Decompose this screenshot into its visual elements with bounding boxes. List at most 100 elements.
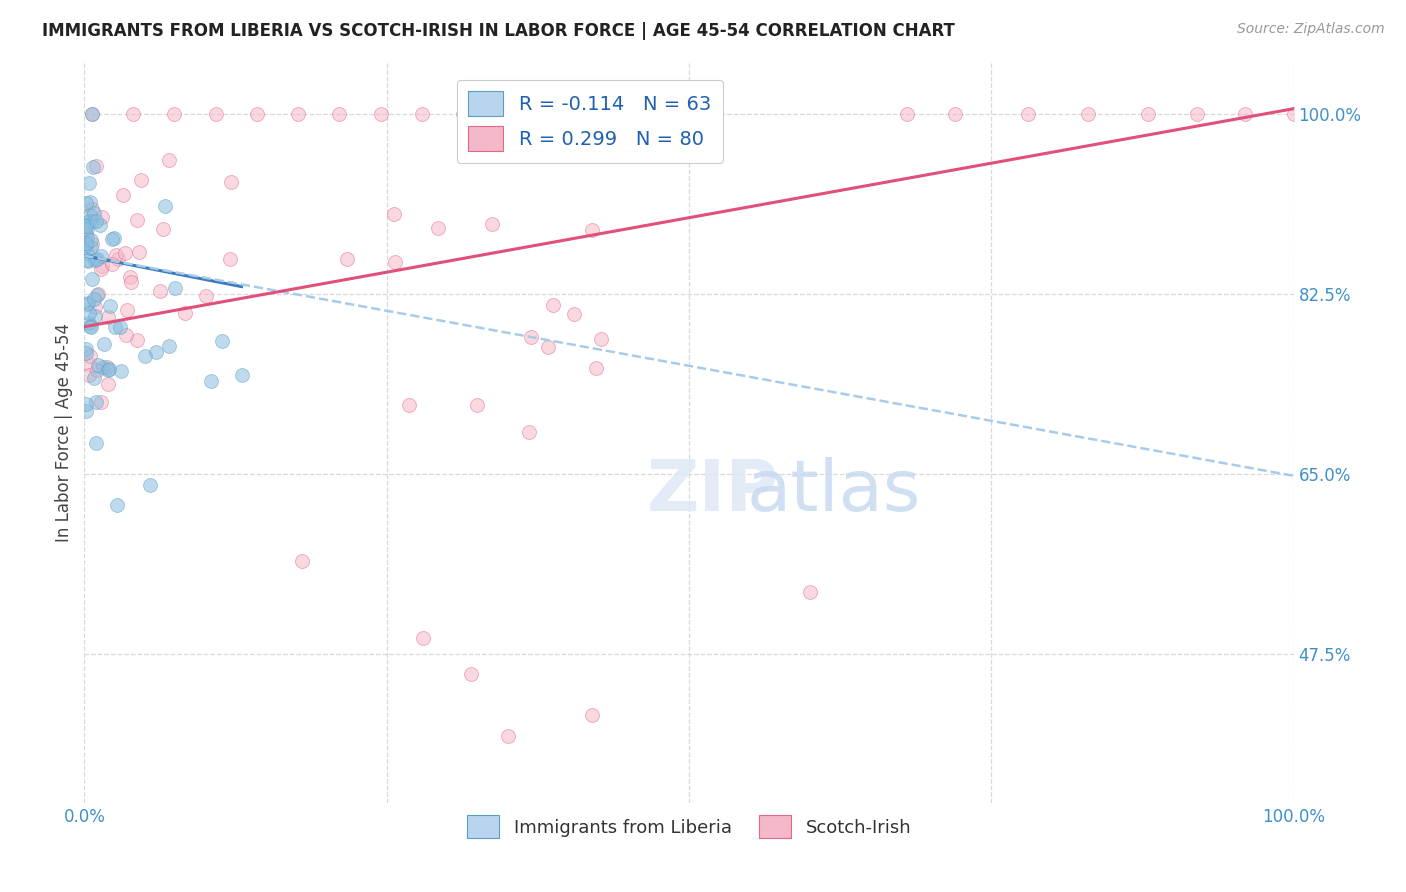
Point — [110, 364, 132, 378]
Point — [90, 261, 112, 276]
Point — [79, 208, 101, 222]
Point — [496, 729, 519, 743]
Point — [173, 306, 195, 320]
Point — [219, 252, 242, 266]
Point — [219, 175, 242, 189]
Point — [108, 320, 131, 334]
Point — [107, 252, 129, 266]
Point — [80, 320, 103, 334]
Point — [91, 359, 114, 374]
Point — [120, 270, 142, 285]
Point — [98, 299, 121, 313]
Point — [384, 255, 406, 269]
Point — [139, 478, 162, 492]
Point — [75, 346, 97, 360]
Point — [157, 339, 180, 353]
Point — [412, 632, 434, 646]
Point — [101, 232, 124, 246]
Point — [896, 107, 918, 121]
Point — [75, 404, 97, 418]
Point — [97, 361, 120, 376]
Point — [104, 320, 127, 334]
Point — [163, 107, 186, 121]
Point — [93, 336, 115, 351]
Point — [89, 394, 111, 409]
Point — [77, 296, 100, 310]
Point — [481, 217, 503, 231]
Point — [494, 107, 516, 121]
Point — [75, 238, 97, 252]
Point — [328, 107, 350, 121]
Point — [134, 349, 156, 363]
Point — [101, 257, 124, 271]
Point — [90, 249, 112, 263]
Point — [80, 107, 103, 121]
Point — [246, 107, 269, 121]
Text: ZIP: ZIP — [647, 458, 779, 526]
Point — [1077, 107, 1099, 121]
Point — [117, 303, 139, 318]
Point — [519, 329, 541, 343]
Point — [97, 363, 120, 377]
Point — [75, 219, 97, 233]
Point — [382, 206, 405, 220]
Point — [77, 357, 100, 371]
Point — [77, 306, 100, 320]
Point — [562, 307, 585, 321]
Point — [76, 230, 98, 244]
Point — [87, 286, 110, 301]
Point — [617, 107, 640, 121]
Point — [82, 214, 104, 228]
Point — [120, 275, 142, 289]
Point — [585, 361, 607, 376]
Point — [79, 177, 101, 191]
Point — [127, 333, 149, 347]
Point — [576, 107, 599, 121]
Point — [75, 218, 97, 232]
Point — [149, 284, 172, 298]
Point — [287, 107, 309, 121]
Point — [83, 371, 105, 385]
Point — [165, 281, 187, 295]
Point — [75, 227, 97, 242]
Point — [83, 205, 105, 219]
Point — [76, 253, 98, 268]
Point — [129, 173, 152, 187]
Point — [103, 231, 125, 245]
Point — [517, 425, 540, 439]
Point — [153, 199, 176, 213]
Point — [581, 222, 603, 236]
Point — [145, 344, 167, 359]
Point — [589, 332, 612, 346]
Point — [115, 328, 138, 343]
Point — [799, 585, 821, 599]
Point — [75, 196, 97, 211]
Point — [89, 219, 111, 233]
Text: IMMIGRANTS FROM LIBERIA VS SCOTCH-IRISH IN LABOR FORCE | AGE 45-54 CORRELATION C: IMMIGRANTS FROM LIBERIA VS SCOTCH-IRISH … — [42, 22, 955, 40]
Point — [336, 252, 359, 266]
Point — [291, 554, 314, 568]
Point — [84, 160, 107, 174]
Point — [84, 253, 107, 268]
Point — [370, 107, 392, 121]
Point — [77, 214, 100, 228]
Point — [114, 246, 136, 260]
Point — [80, 107, 103, 121]
Point — [541, 298, 564, 312]
Point — [194, 289, 217, 303]
Point — [157, 153, 180, 168]
Point — [82, 161, 104, 175]
Point — [80, 233, 103, 247]
Point — [581, 708, 603, 723]
Point — [80, 272, 103, 286]
Point — [79, 195, 101, 210]
Point — [111, 188, 134, 202]
Point — [398, 398, 420, 412]
Point — [460, 667, 482, 681]
Point — [122, 107, 145, 121]
Point — [1185, 107, 1208, 121]
Legend: Immigrants from Liberia, Scotch-Irish: Immigrants from Liberia, Scotch-Irish — [460, 808, 918, 846]
Point — [79, 319, 101, 334]
Text: Source: ZipAtlas.com: Source: ZipAtlas.com — [1237, 22, 1385, 37]
Point — [128, 245, 150, 260]
